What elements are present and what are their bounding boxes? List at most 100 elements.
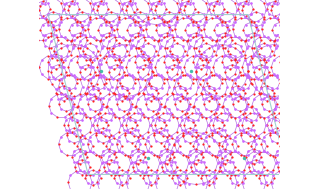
Point xyxy=(93,95,98,98)
Point xyxy=(128,104,134,107)
Point xyxy=(204,1,209,4)
Point xyxy=(172,181,177,184)
Point xyxy=(298,129,303,132)
Point xyxy=(154,89,159,92)
Point xyxy=(209,96,214,99)
Point xyxy=(199,173,204,176)
Point xyxy=(209,95,214,98)
Point xyxy=(280,40,286,43)
Point xyxy=(261,174,266,177)
Point xyxy=(238,134,243,137)
Point xyxy=(165,34,170,37)
Point xyxy=(296,134,301,137)
Point xyxy=(240,129,245,132)
Point xyxy=(140,55,145,58)
Point xyxy=(148,8,153,11)
Point xyxy=(156,116,161,119)
Point xyxy=(194,136,199,139)
Point xyxy=(190,120,196,123)
Point xyxy=(107,92,112,95)
Point xyxy=(64,96,69,99)
Point xyxy=(278,47,283,50)
Point xyxy=(78,92,83,95)
Point xyxy=(132,170,137,173)
Point xyxy=(161,12,166,15)
Point xyxy=(272,43,277,46)
Point xyxy=(45,23,51,26)
Point xyxy=(194,92,199,95)
Point xyxy=(149,62,154,65)
Point xyxy=(235,99,240,102)
Point xyxy=(114,155,119,158)
Point xyxy=(209,118,214,121)
Point xyxy=(225,118,230,121)
Point xyxy=(177,76,183,79)
Point xyxy=(78,40,83,43)
Point xyxy=(119,99,124,102)
Point xyxy=(238,87,243,90)
Point xyxy=(132,36,137,39)
Point xyxy=(178,58,183,61)
Point xyxy=(194,97,199,100)
Point xyxy=(259,46,264,50)
Point xyxy=(230,181,235,184)
Point xyxy=(171,116,176,119)
Point xyxy=(161,112,166,115)
Point xyxy=(217,18,222,21)
Point xyxy=(243,116,248,119)
Point xyxy=(232,15,238,18)
Point xyxy=(245,34,251,37)
Point xyxy=(242,40,247,43)
Point xyxy=(59,91,64,94)
Point xyxy=(68,111,73,114)
Point xyxy=(130,76,135,79)
Point xyxy=(248,81,253,84)
Point xyxy=(219,36,225,39)
Point xyxy=(233,42,238,45)
Point xyxy=(211,123,216,126)
Point xyxy=(190,118,196,121)
Point xyxy=(229,35,234,38)
Point xyxy=(198,137,204,140)
Point xyxy=(126,59,131,62)
Point xyxy=(77,65,82,68)
Point xyxy=(119,181,124,184)
Point xyxy=(206,99,211,102)
Point xyxy=(213,15,218,18)
Point xyxy=(197,170,202,173)
Point xyxy=(140,28,145,31)
Point xyxy=(162,47,168,50)
Point xyxy=(261,97,266,100)
Point xyxy=(160,22,165,25)
Point xyxy=(271,111,276,114)
Point xyxy=(264,60,269,63)
Point xyxy=(172,78,177,81)
Point xyxy=(106,139,111,142)
Point xyxy=(180,74,185,77)
Point xyxy=(164,147,169,150)
Point xyxy=(177,8,182,11)
Point xyxy=(245,76,250,79)
Point xyxy=(74,170,79,173)
Point xyxy=(290,150,295,153)
Point xyxy=(213,97,218,100)
Point xyxy=(190,13,196,16)
Point xyxy=(67,28,72,31)
Point xyxy=(271,59,276,62)
Point xyxy=(143,78,148,81)
Point xyxy=(67,89,72,92)
Point xyxy=(77,129,82,132)
Point xyxy=(174,166,179,169)
Point xyxy=(232,150,237,153)
Point xyxy=(110,112,115,115)
Point xyxy=(223,92,228,95)
Point xyxy=(275,154,280,157)
Point xyxy=(56,63,61,66)
Point xyxy=(36,16,41,19)
Point xyxy=(84,93,89,96)
Point xyxy=(204,108,209,111)
Point xyxy=(246,166,251,169)
Point xyxy=(206,144,211,147)
Point xyxy=(256,113,261,116)
Point xyxy=(201,78,206,81)
